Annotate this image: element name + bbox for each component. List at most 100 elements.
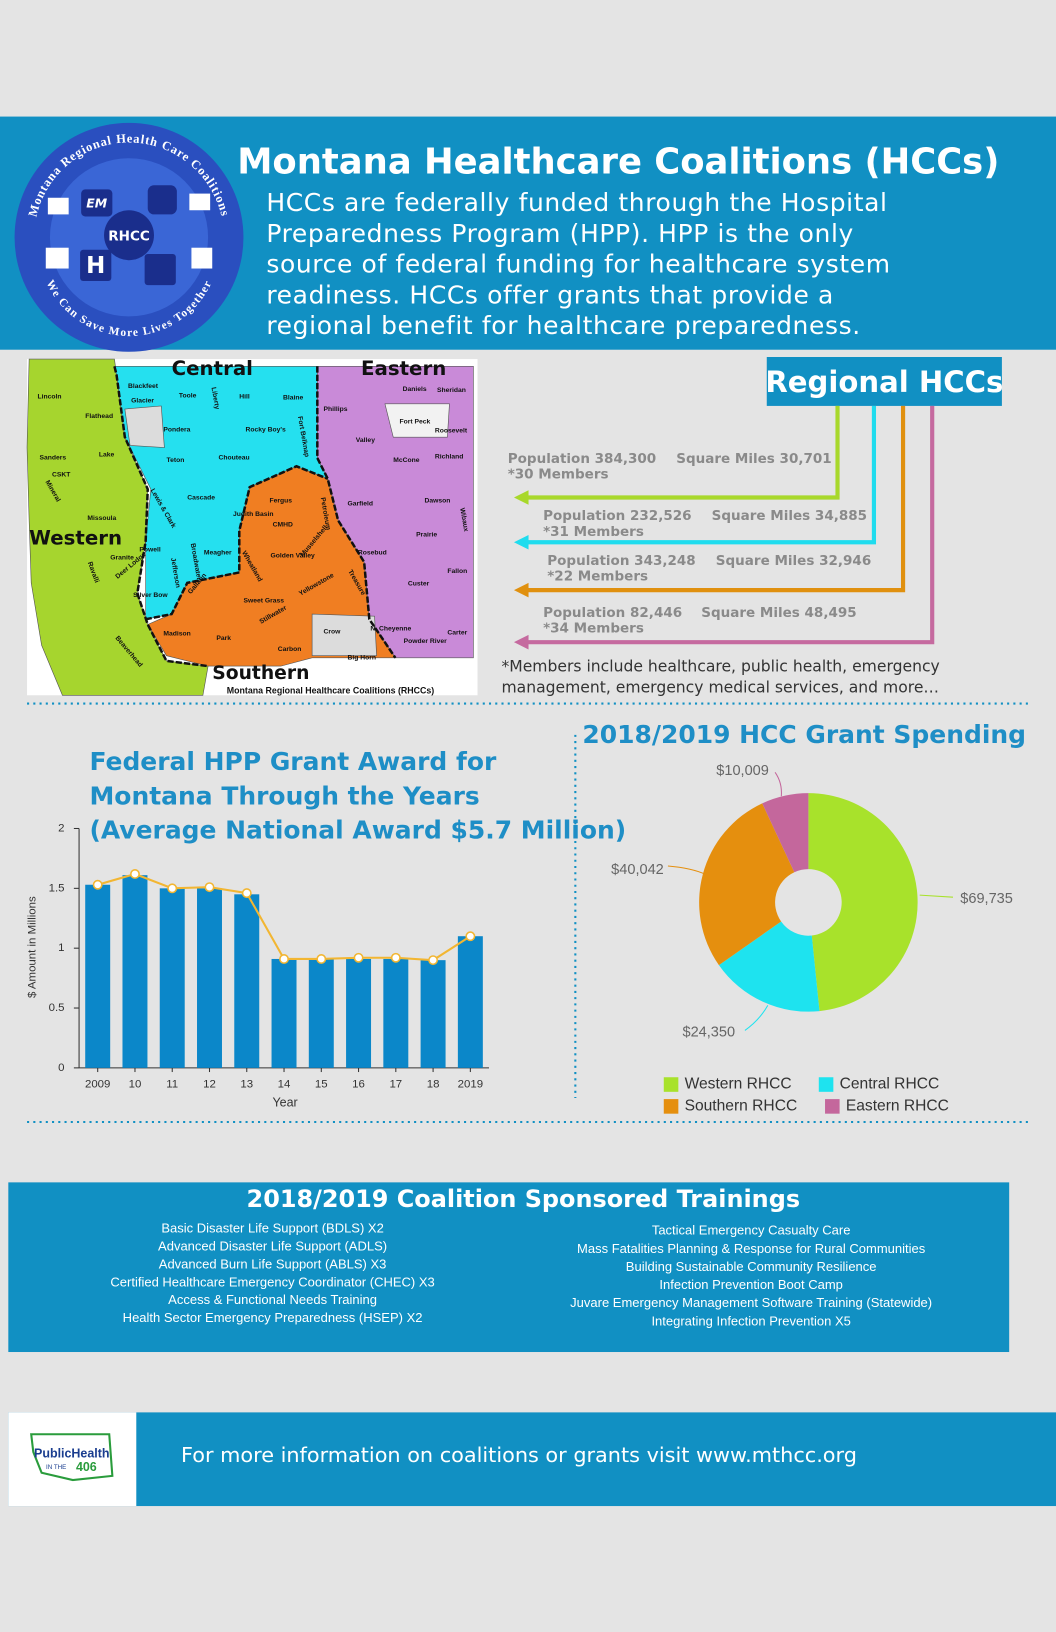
county-label: Hill [239, 393, 250, 400]
region-population: Population 343,248 [547, 553, 695, 569]
footer-logo-text: PublicHealth [34, 1446, 110, 1460]
region-members: *22 Members [547, 569, 648, 585]
regional-title: Regional HCCs [765, 365, 1003, 399]
county-label: Meagher [204, 549, 232, 556]
logo-icon [45, 247, 69, 269]
map-reservation [124, 405, 165, 448]
chart-title: (Average National Award $5.7 Million) [89, 816, 626, 845]
connector-arrow [513, 582, 529, 598]
county-label: Lincoln [37, 393, 61, 400]
county-label: Daniels [403, 386, 427, 393]
county-label: Dawson [424, 497, 450, 504]
leader-line [744, 1005, 769, 1031]
line-point [279, 954, 289, 964]
connector-arrow [513, 534, 529, 550]
bar [85, 884, 111, 1068]
county-label: Fort Peck [400, 418, 431, 425]
chart-title: Montana Through the Years [89, 781, 479, 810]
line-point [204, 882, 215, 893]
logo-h: H [86, 253, 105, 279]
county-label: Carbon [278, 646, 302, 653]
legend-label: Eastern RHCC [846, 1098, 949, 1115]
pie-slice [699, 803, 795, 966]
county-label: Custer [408, 581, 430, 588]
header-paragraph-line: HCCs are federally funded through the Ho… [266, 188, 887, 217]
county-label: Pondera [163, 427, 190, 434]
logo: Montana Regional Health Care Coalitions … [14, 122, 244, 352]
map-border [113, 366, 209, 668]
line-point [428, 955, 439, 966]
logo-em: EM [86, 195, 108, 210]
county-label: Liberty [210, 387, 221, 411]
connector [526, 405, 840, 500]
region-members: *34 Members [543, 621, 644, 637]
pie-slice [762, 793, 809, 873]
x-tick-label: 2019 [458, 1079, 483, 1091]
bar [234, 894, 260, 1068]
county-label: CSKT [52, 471, 71, 478]
logo-icon [81, 189, 113, 217]
region-population: Population 232,526 [543, 508, 691, 524]
map-region-label: Eastern [361, 357, 446, 380]
county-label: Sheridan [437, 387, 466, 394]
region-area: Square Miles 34,885 [712, 508, 867, 524]
county-label: Fallon [447, 568, 467, 575]
county-label: Phillips [324, 406, 348, 413]
training-item: Certified Healthcare Emergency Coordinat… [110, 1274, 434, 1289]
county-label: CMHD [273, 521, 293, 528]
county-label: Golden Valley [271, 553, 316, 560]
regional-title-box [766, 357, 1002, 406]
trainings-box [8, 1182, 1010, 1353]
map [26, 358, 474, 696]
legend-swatch [818, 1077, 834, 1092]
connector [526, 405, 877, 545]
header-paragraph-line: regional benefit for healthcare prepared… [266, 311, 860, 340]
county-label: Powder River [404, 638, 448, 645]
logo-icon [47, 197, 69, 215]
bar [122, 875, 148, 1068]
bar [308, 958, 334, 1068]
trainings-title: 2018/2019 Coalition Sponsored Trainings [247, 1185, 800, 1213]
footer-logo-text: IN THE [46, 1464, 66, 1471]
x-tick-label: 17 [389, 1079, 402, 1091]
pie-value-label: $10,009 [716, 763, 769, 779]
footer-logo-shape [30, 1433, 114, 1482]
legend-label: Central RHCC [840, 1076, 940, 1093]
regional-note: *Members include healthcare, public heal… [501, 658, 939, 676]
county-label: Cascade [187, 494, 215, 501]
training-item: Basic Disaster Life Support (BDLS) X2 [161, 1221, 384, 1236]
training-item: Access & Functional Needs Training [168, 1292, 377, 1307]
chart-title: Federal HPP Grant Award for [89, 747, 497, 776]
training-item: Juvare Emergency Management Software Tra… [570, 1295, 932, 1310]
line-point [241, 888, 252, 899]
county-label: Powell [139, 546, 161, 553]
x-tick-label: 14 [278, 1079, 291, 1091]
trainings-list: Basic Disaster Life Support (BDLS) X2 Adv… [110, 1221, 932, 1329]
bar [383, 958, 409, 1068]
bar-chart: Federal HPP Grant Award for Montana Throu… [26, 747, 626, 1110]
x-tick-label: 16 [352, 1079, 365, 1091]
x-tick-label: 18 [427, 1079, 440, 1091]
region-population: Population 384,300 [508, 451, 656, 467]
region-area: Square Miles 48,495 [701, 605, 856, 621]
bar [197, 888, 222, 1068]
y-tick-label: 2 [58, 823, 64, 835]
logo-icon [147, 185, 177, 215]
header-paragraph-line: readiness. HCCs offer grants that provid… [266, 280, 834, 309]
county-label: Glacier [131, 397, 154, 404]
pie-value-label: $69,735 [960, 891, 1013, 907]
county-label: Prairie [416, 532, 437, 539]
map-border [316, 366, 397, 659]
footer-band [8, 1412, 1056, 1507]
county-label: N. Cheyenne [370, 625, 411, 632]
line-point [130, 869, 140, 879]
legend-swatch [663, 1077, 679, 1092]
county-label: Rocky Boy's [246, 427, 286, 434]
x-tick-label: 2009 [85, 1079, 110, 1091]
map-region-label: Southern [212, 663, 309, 684]
legend-label: Southern RHCC [685, 1098, 798, 1115]
line-point [92, 879, 103, 890]
bar [159, 888, 185, 1068]
county-label: Sweet Grass [243, 597, 284, 604]
